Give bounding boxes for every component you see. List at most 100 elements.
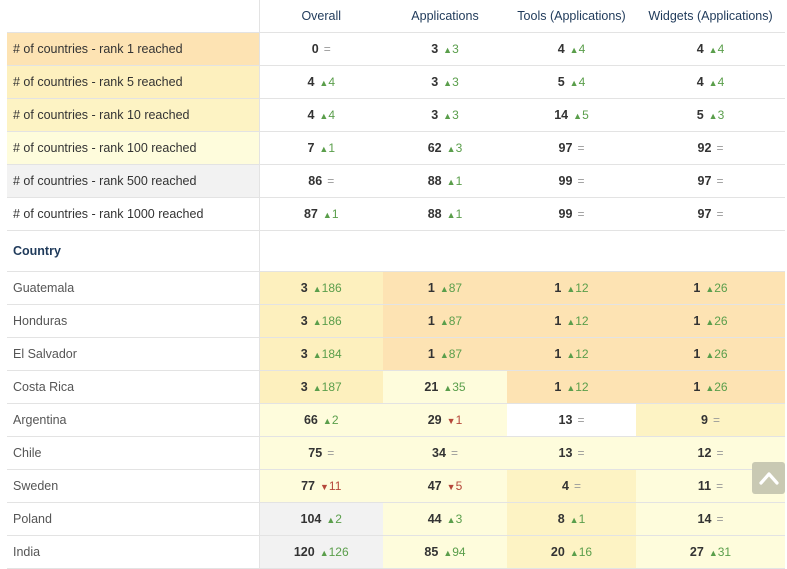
- triangle-up-icon: ▲: [312, 284, 322, 294]
- rank-up-indicator: ▲26: [705, 314, 728, 328]
- rank-up-indicator: ▲12: [566, 281, 589, 295]
- value-cell: 27 ▲31: [636, 535, 785, 569]
- rank-value: 88: [427, 174, 442, 188]
- unchanged-icon: =: [712, 413, 720, 427]
- rank-value: 4: [562, 479, 569, 493]
- triangle-up-icon: ▲: [319, 548, 329, 558]
- value-cell: 87 ▲1: [259, 197, 383, 231]
- value-cell: 7 ▲1: [259, 131, 383, 165]
- value-cell: 4 ▲4: [636, 65, 785, 99]
- rank-summary-row: # of countries - rank 5 reached 4 ▲4 3 ▲3 5 ▲4…: [7, 65, 785, 99]
- triangle-down-icon: ▼: [320, 482, 329, 492]
- value-cell: 99 =: [507, 197, 636, 231]
- country-row[interactable]: Chile 75 = 34 = 13 = 12 =: [7, 436, 785, 470]
- unchanged-icon: =: [323, 42, 331, 56]
- rank-value: 5: [557, 75, 565, 89]
- rank-up-indicator: ▲186: [312, 314, 342, 328]
- country-row[interactable]: Sweden 77 ▼11 47 ▼5 4 = 11 =: [7, 469, 785, 503]
- rank-value: 0: [311, 42, 319, 56]
- triangle-up-icon: ▲: [708, 111, 718, 121]
- rank-value: 3: [300, 347, 308, 361]
- unchanged-icon: =: [573, 479, 581, 493]
- country-name: Sweden: [7, 469, 260, 503]
- value-cell: 1 ▲87: [383, 271, 507, 305]
- country-row[interactable]: Honduras 3 ▲186 1 ▲87 1 ▲12 1 ▲26: [7, 304, 785, 338]
- country-section-title: Country: [7, 230, 260, 272]
- country-row[interactable]: Argentina 66 ▲2 29 ▼1 13 = 9 =: [7, 403, 785, 437]
- value-cell: 85 ▲94: [383, 535, 507, 569]
- rank-value: 3: [300, 314, 308, 328]
- section-spacer: [383, 230, 507, 272]
- rank-row-label: # of countries - rank 1 reached: [7, 32, 260, 66]
- unchanged-icon: =: [327, 446, 335, 460]
- column-header-widgets[interactable]: Widgets (Applications): [636, 0, 785, 33]
- country-row[interactable]: India 120 ▲126 85 ▲94 20 ▲16 27 ▲31: [7, 535, 785, 569]
- rank-up-indicator: ▲4: [319, 75, 336, 89]
- triangle-up-icon: ▲: [326, 515, 336, 525]
- rank-up-indicator: ▲94: [443, 545, 466, 559]
- rank-value: 86: [308, 174, 323, 188]
- triangle-up-icon: ▲: [705, 350, 715, 360]
- rank-up-indicator: ▲3: [708, 108, 725, 122]
- country-name: Guatemala: [7, 271, 260, 305]
- rank-up-indicator: ▲187: [312, 380, 342, 394]
- section-spacer: [259, 230, 383, 272]
- value-cell: 1 ▲26: [636, 337, 785, 371]
- value-cell: 34 =: [383, 436, 507, 470]
- rank-up-indicator: ▲1: [446, 207, 463, 221]
- rank-up-indicator: ▲12: [566, 314, 589, 328]
- triangle-up-icon: ▲: [446, 177, 456, 187]
- column-header-overall[interactable]: Overall: [259, 0, 383, 33]
- value-cell: 3 ▲3: [383, 32, 507, 66]
- column-header-applications[interactable]: Applications: [383, 0, 507, 33]
- value-cell: 20 ▲16: [507, 535, 636, 569]
- rank-up-indicator: ▲12: [566, 347, 589, 361]
- rank-value: 13: [558, 413, 573, 427]
- value-cell: 4 =: [507, 469, 636, 503]
- rank-value: 29: [427, 413, 442, 427]
- country-row[interactable]: Guatemala 3 ▲186 1 ▲87 1 ▲12 1 ▲26: [7, 271, 785, 305]
- rank-value: 5: [696, 108, 704, 122]
- value-cell: 77 ▼11: [259, 469, 383, 503]
- triangle-up-icon: ▲: [439, 317, 449, 327]
- column-header-tools[interactable]: Tools (Applications): [507, 0, 636, 33]
- triangle-up-icon: ▲: [319, 78, 329, 88]
- country-name: Argentina: [7, 403, 260, 437]
- rank-value: 13: [558, 446, 573, 460]
- country-row[interactable]: Costa Rica 3 ▲187 21 ▲35 1 ▲12 1 ▲26: [7, 370, 785, 404]
- scroll-to-top-button[interactable]: [752, 462, 785, 494]
- triangle-up-icon: ▲: [569, 78, 579, 88]
- value-cell: 3 ▲184: [259, 337, 383, 371]
- rank-value: 34: [432, 446, 446, 460]
- header-blank: [7, 0, 260, 33]
- unchanged-icon: =: [577, 141, 585, 155]
- rank-summary-row: # of countries - rank 100 reached 7 ▲1 62 ▲3…: [7, 131, 785, 165]
- triangle-up-icon: ▲: [446, 515, 456, 525]
- rank-row-label: # of countries - rank 100 reached: [7, 131, 260, 165]
- country-row[interactable]: Poland 104 ▲2 44 ▲3 8 ▲1 14 =: [7, 502, 785, 536]
- rank-up-indicator: ▲16: [569, 545, 593, 559]
- rank-value: 1: [693, 347, 701, 361]
- value-cell: 4 ▲4: [507, 32, 636, 66]
- value-cell: 86 =: [259, 164, 383, 198]
- value-cell: 1 ▲26: [636, 370, 785, 404]
- rank-summary-rows: # of countries - rank 1 reached 0 = 3 ▲3 4 ▲4 4…: [7, 32, 785, 231]
- rank-value: 1: [693, 380, 701, 394]
- rank-up-indicator: ▲87: [439, 347, 463, 361]
- rank-row-label: # of countries - rank 1000 reached: [7, 197, 260, 231]
- triangle-up-icon: ▲: [312, 383, 322, 393]
- rank-up-indicator: ▲3: [443, 108, 459, 122]
- rank-value: 47: [427, 479, 442, 493]
- rank-up-indicator: ▲184: [312, 347, 342, 361]
- country-row[interactable]: El Salvador 3 ▲184 1 ▲87 1 ▲12 1 ▲26: [7, 337, 785, 371]
- rank-up-indicator: ▲3: [446, 512, 463, 526]
- value-cell: 1 ▲12: [507, 337, 636, 371]
- rank-up-indicator: ▲4: [569, 75, 586, 89]
- rank-up-indicator: ▲26: [705, 347, 728, 361]
- value-cell: 97 =: [636, 197, 785, 231]
- rank-summary-row: # of countries - rank 500 reached 86 = 88 ▲1…: [7, 164, 785, 198]
- country-name: Chile: [7, 436, 260, 470]
- rank-up-indicator: ▲35: [443, 380, 466, 394]
- rank-summary-row: # of countries - rank 1000 reached 87 ▲1 88…: [7, 197, 785, 231]
- value-cell: 5 ▲4: [507, 65, 636, 99]
